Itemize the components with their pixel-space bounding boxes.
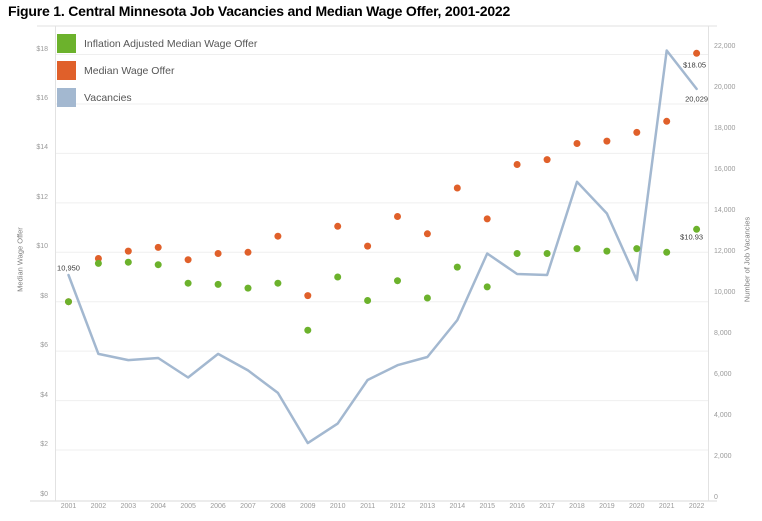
inflation-adjusted-wage-point-2008[interactable] bbox=[274, 279, 282, 287]
right-axis-title: Number of Job Vacancies bbox=[742, 216, 752, 303]
median-wage-point-2002[interactable] bbox=[94, 255, 102, 262]
median-wage-point-2021[interactable] bbox=[663, 117, 671, 125]
median-wage-point-2020[interactable] bbox=[633, 128, 641, 136]
median-wage-point-2015[interactable] bbox=[483, 215, 491, 223]
inflation-adjusted-wage-point-2017[interactable] bbox=[543, 250, 551, 257]
inflation-adjusted-wage-point-2019[interactable] bbox=[603, 247, 611, 255]
median-wage-point-2009[interactable] bbox=[304, 292, 312, 300]
figure-title: Figure 1. Central Minnesota Job Vacancie… bbox=[8, 3, 511, 19]
inflation-adjusted-wage-point-2020[interactable] bbox=[633, 245, 641, 253]
inflation-adjusted-wage-point-2018[interactable] bbox=[573, 245, 581, 253]
legend-label: Vacancies bbox=[84, 91, 132, 104]
median-wage-point-2003[interactable] bbox=[124, 247, 132, 255]
inflation-adjusted-wage-point-2006[interactable] bbox=[214, 280, 222, 288]
median-wage-point-2007[interactable] bbox=[244, 248, 252, 256]
median-wage-point-2011[interactable] bbox=[364, 242, 372, 250]
inflation-adjusted-wage-point-2011[interactable] bbox=[364, 297, 372, 304]
median-wage-point-2018[interactable] bbox=[573, 140, 581, 147]
inflation-adjusted-wage-point-2007[interactable] bbox=[244, 284, 252, 292]
median-wage-point-2022[interactable] bbox=[693, 49, 701, 57]
inflation-adjusted-wage-point-2009[interactable] bbox=[304, 326, 312, 334]
legend-item-0[interactable]: Inflation Adjusted Median Wage Offer bbox=[57, 34, 257, 53]
median-wage-point-2017[interactable] bbox=[543, 156, 551, 164]
inflation-adjusted-wage-point-2005[interactable] bbox=[184, 279, 192, 287]
inflation-adjusted-wage-point-2014[interactable] bbox=[453, 263, 461, 271]
median-wage-point-2006[interactable] bbox=[214, 250, 222, 257]
median-wage-point-2016[interactable] bbox=[513, 161, 521, 168]
median-wage-point-2010[interactable] bbox=[334, 222, 342, 230]
legend-swatch-icon bbox=[57, 34, 76, 53]
inflation-adjusted-wage-point-2015[interactable] bbox=[483, 283, 491, 291]
median-wage-point-2019[interactable] bbox=[603, 137, 611, 145]
median-wage-point-2014[interactable] bbox=[453, 184, 461, 192]
inflation-adjusted-wage-point-2002[interactable] bbox=[94, 259, 102, 267]
median-wage-point-2005[interactable] bbox=[184, 256, 192, 264]
inflation-adjusted-wage-point-2001[interactable] bbox=[65, 298, 72, 306]
median-wage-point-2012[interactable] bbox=[394, 213, 401, 220]
inflation-adjusted-wage-point-2022[interactable] bbox=[693, 225, 701, 233]
legend-label: Inflation Adjusted Median Wage Offer bbox=[84, 37, 258, 50]
legend-label: Median Wage Offer bbox=[84, 64, 175, 77]
inflation-adjusted-wage-point-2016[interactable] bbox=[513, 250, 521, 257]
legend-swatch-icon bbox=[57, 88, 76, 107]
inflation-adjusted-wage-point-2021[interactable] bbox=[663, 248, 671, 256]
legend-swatch-icon bbox=[57, 61, 76, 80]
vacancies-line[interactable] bbox=[67, 49, 698, 445]
inflation-adjusted-wage-point-2004[interactable] bbox=[154, 261, 162, 269]
median-wage-point-2013[interactable] bbox=[423, 230, 431, 238]
left-axis-title: Median Wage Offer bbox=[15, 227, 25, 292]
inflation-adjusted-wage-point-2003[interactable] bbox=[124, 258, 132, 266]
legend: Inflation Adjusted Median Wage Offer Medi… bbox=[57, 34, 257, 115]
legend-item-1[interactable]: Median Wage Offer bbox=[57, 61, 257, 80]
inflation-adjusted-wage-point-2013[interactable] bbox=[423, 294, 431, 302]
inflation-adjusted-wage-point-2010[interactable] bbox=[334, 273, 342, 281]
legend-item-2[interactable]: Vacancies bbox=[57, 88, 257, 107]
median-wage-point-2008[interactable] bbox=[274, 232, 282, 240]
median-wage-point-2004[interactable] bbox=[154, 243, 162, 251]
inflation-adjusted-wage-point-2012[interactable] bbox=[394, 277, 401, 285]
